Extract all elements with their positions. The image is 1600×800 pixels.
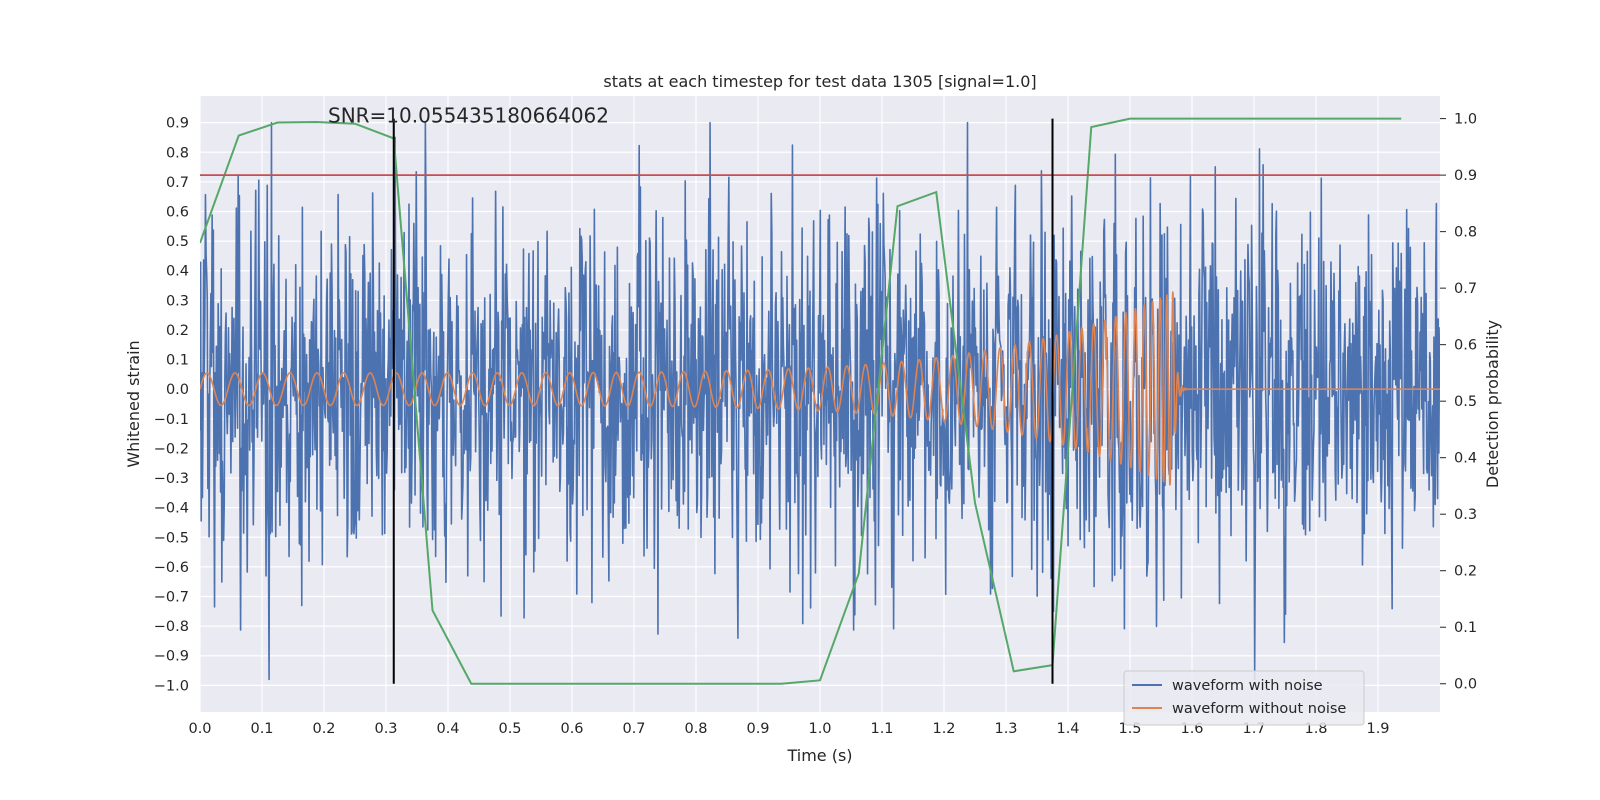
y2-tick-label: 0.2 xyxy=(1454,564,1477,580)
y-tick-label: −0.9 xyxy=(154,649,189,665)
y-tick-label: 0.1 xyxy=(166,353,189,369)
series-waveform-with-noise xyxy=(200,121,1440,681)
y2-tick-label: 0.4 xyxy=(1454,451,1477,467)
x-tick-label: 0.9 xyxy=(746,721,769,737)
y-tick-label: −0.4 xyxy=(154,501,189,517)
x-tick-label: 0.7 xyxy=(622,721,645,737)
y-axis-label: Whitened strain xyxy=(124,340,143,467)
x-tick-label: 0.4 xyxy=(436,721,459,737)
y-tick-label: −0.7 xyxy=(154,590,189,606)
y2-tick-label: 0.1 xyxy=(1454,620,1477,636)
y2-tick-label: 0.7 xyxy=(1454,281,1477,297)
x-tick-label: 0.8 xyxy=(684,721,707,737)
y-tick-label: −0.6 xyxy=(154,560,189,576)
legend-label-noise: waveform with noise xyxy=(1172,678,1323,694)
y2-tick-label: 0.9 xyxy=(1454,168,1477,184)
y2-tick-label: 1.0 xyxy=(1454,112,1477,128)
y-tick-label: −0.8 xyxy=(154,619,189,635)
y-tick-label: −1.0 xyxy=(154,678,189,694)
x-axis-ticks: 0.0 0.1 0.2 0.3 0.4 0.5 0.6 0.7 0.8 0.9 1.0 1.1 1.2 1… xyxy=(188,721,1389,737)
x-tick-label: 0.1 xyxy=(250,721,273,737)
y2-tick-label: 0.6 xyxy=(1454,338,1477,354)
y-axis-ticks: 0.9 0.8 0.7 0.6 0.5 0.4 0.3 0.2 0.1 0.0 −0.1 −0.2 −0… xyxy=(154,116,189,695)
x-tick-label: 1.1 xyxy=(870,721,893,737)
legend: waveform with noise waveform without noi… xyxy=(1123,670,1365,726)
legend-frame xyxy=(1123,670,1365,726)
y-tick-label: −0.2 xyxy=(154,441,189,457)
y-tick-label: 0.7 xyxy=(166,175,189,191)
y2-axis-label: Detection probability xyxy=(1483,320,1502,488)
y-tick-label: 0.4 xyxy=(166,264,189,280)
series-detection-probability xyxy=(200,117,1402,685)
x-tick-label: 1.2 xyxy=(932,721,955,737)
x-axis-label: Time (s) xyxy=(786,746,852,765)
y-tick-label: −0.5 xyxy=(154,530,189,546)
x-tick-label: 0.6 xyxy=(560,721,583,737)
y2-tick-label: 0.0 xyxy=(1454,677,1477,693)
chart-title: stats at each timestep for test data 130… xyxy=(603,72,1036,91)
legend-label-clean: waveform without noise xyxy=(1172,701,1346,717)
x-tick-label: 1.9 xyxy=(1366,721,1389,737)
x-tick-label: 0.0 xyxy=(188,721,211,737)
x-tick-label: 1.3 xyxy=(994,721,1017,737)
y-tick-label: 0.2 xyxy=(166,323,189,339)
y-tick-label: 0.8 xyxy=(166,145,189,161)
y-tick-label: 0.9 xyxy=(166,116,189,132)
x-tick-label: 1.0 xyxy=(808,721,831,737)
y-tick-label: 0.0 xyxy=(166,382,189,398)
y-tick-label: 0.3 xyxy=(166,293,189,309)
snr-annotation: SNR=10.055435180664062 xyxy=(328,104,609,128)
x-tick-label: 1.4 xyxy=(1056,721,1079,737)
x-tick-label: 0.3 xyxy=(374,721,397,737)
y2-tick-label: 0.8 xyxy=(1454,225,1477,241)
y-tick-label: 0.6 xyxy=(166,205,189,221)
y-tick-label: −0.1 xyxy=(154,412,189,428)
y2-tick-label: 0.5 xyxy=(1454,394,1477,410)
plot-content xyxy=(200,117,1440,685)
y2-axis-ticks: 1.0 0.9 0.8 0.7 0.6 0.5 0.4 0.3 0.2 0.1 0.0 xyxy=(1440,112,1477,693)
y-tick-label: 0.5 xyxy=(166,234,189,250)
x-tick-label: 0.5 xyxy=(498,721,521,737)
x-tick-label: 0.2 xyxy=(312,721,335,737)
y-tick-label: −0.3 xyxy=(154,471,189,487)
series-waveform-without-noise xyxy=(200,291,1440,486)
y2-tick-label: 0.3 xyxy=(1454,507,1477,523)
